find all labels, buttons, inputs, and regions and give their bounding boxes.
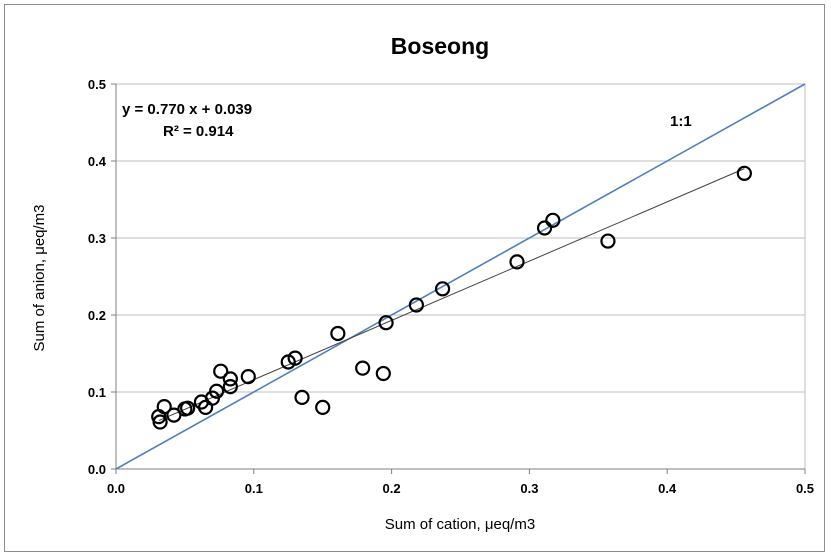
- y-tick-label: 0.5: [88, 77, 106, 92]
- data-point: [180, 400, 196, 416]
- y-tick-label: 0.3: [88, 231, 106, 246]
- one-to-one-line: [115, 83, 806, 470]
- y-tick-label: 0.2: [88, 308, 106, 323]
- data-point: [315, 399, 331, 415]
- regression-line: [158, 168, 745, 422]
- y-tick-label: 0.0: [88, 462, 106, 477]
- data-point: [545, 212, 561, 228]
- tick-labels: 0.0 0.1 0.2 0.3 0.4 0.5 0.0 0.1 0.2 0.3 0.4 0.5: [88, 77, 814, 496]
- x-tick-label: 0.5: [796, 481, 814, 496]
- trend-lines: [115, 83, 806, 470]
- data-point: [152, 414, 168, 430]
- data-point: [213, 363, 229, 379]
- data-point: [240, 369, 256, 385]
- data-point: [509, 254, 525, 270]
- y-tick-label: 0.4: [88, 154, 107, 169]
- data-point: [330, 325, 346, 342]
- r-squared-label: R² = 0.914: [163, 123, 234, 140]
- data-point: [156, 399, 172, 415]
- data-point: [375, 365, 391, 382]
- x-tick-label: 0.1: [245, 481, 263, 496]
- x-tick-label: 0.4: [658, 481, 677, 496]
- axes: [111, 83, 806, 474]
- data-point: [434, 281, 451, 297]
- data-point: [287, 350, 303, 366]
- data-point: [166, 407, 182, 423]
- data-point: [208, 383, 225, 399]
- data-point: [600, 233, 616, 249]
- x-axis-title: Sum of cation, μeq/m3: [385, 516, 535, 533]
- x-tick-label: 0.0: [107, 481, 125, 496]
- x-tick-label: 0.2: [383, 481, 401, 496]
- data-point: [355, 360, 371, 376]
- data-point: [294, 389, 310, 405]
- one-to-one-label: 1:1: [670, 113, 692, 130]
- data-point: [736, 165, 752, 181]
- data-point: [408, 297, 425, 313]
- y-axis-title: Sum of anion, μeq/m3: [31, 204, 48, 351]
- data-point: [378, 315, 394, 331]
- chart-title: Boseong: [391, 33, 489, 59]
- y-tick-label: 0.1: [88, 385, 106, 400]
- data-point: [222, 379, 238, 395]
- data-point: [222, 371, 238, 387]
- data-points: [151, 165, 752, 430]
- regression-equation: y = 0.770 x + 0.039: [122, 101, 252, 118]
- x-tick-label: 0.3: [520, 481, 538, 496]
- data-point: [536, 220, 553, 236]
- chart-frame: [4, 4, 825, 552]
